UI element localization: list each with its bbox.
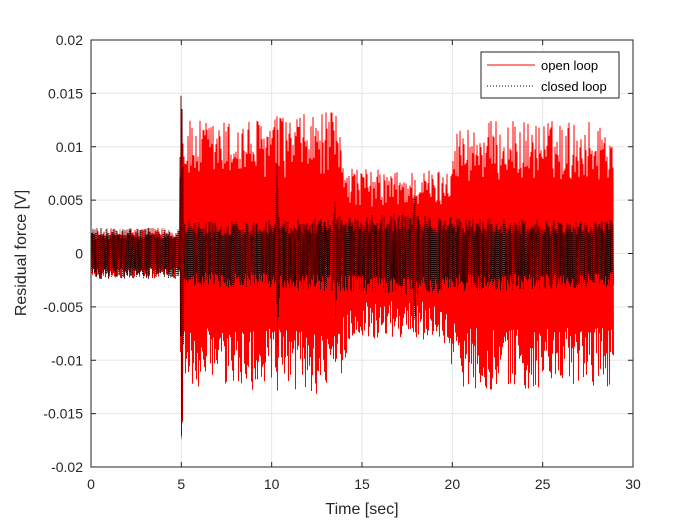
x-tick-label: 10: [264, 476, 280, 492]
y-tick-labels: -0.02 -0.015 -0.01 -0.005 0 0.005 0.01 0.015 0.0…: [43, 32, 83, 475]
legend: open loop closed loop: [480, 51, 620, 99]
y-axis-label: Residual force [V]: [13, 190, 30, 316]
y-tick-label: 0.005: [48, 192, 83, 208]
x-tick-label: 20: [445, 476, 461, 492]
x-tick-label: 30: [625, 476, 641, 492]
y-tick-label: -0.015: [43, 406, 83, 422]
legend-label-closed-loop: closed loop: [541, 79, 607, 94]
x-tick-label: 15: [354, 476, 370, 492]
series-line-closed-loop: [91, 95, 614, 439]
y-tick-label: -0.005: [43, 299, 83, 315]
data-series: [91, 95, 614, 439]
y-tick-label: 0.015: [48, 85, 83, 101]
series-closed-loop: [91, 95, 614, 439]
y-tick-label: -0.02: [51, 459, 83, 475]
legend-box: [480, 51, 620, 99]
x-tick-label: 5: [177, 476, 185, 492]
x-tick-label: 25: [535, 476, 551, 492]
y-tick-label: 0: [75, 246, 83, 262]
y-tick-label: 0.02: [56, 32, 83, 48]
x-axis-label: Time [sec]: [325, 501, 398, 518]
y-tick-label: -0.01: [51, 352, 83, 368]
x-tick-label: 0: [87, 476, 95, 492]
axis-ticks: [90, 39, 634, 468]
legend-label-open-loop: open loop: [541, 58, 598, 73]
x-tick-labels: 0 5 10 15 20 25 30: [87, 476, 641, 492]
y-tick-label: 0.01: [56, 139, 83, 155]
